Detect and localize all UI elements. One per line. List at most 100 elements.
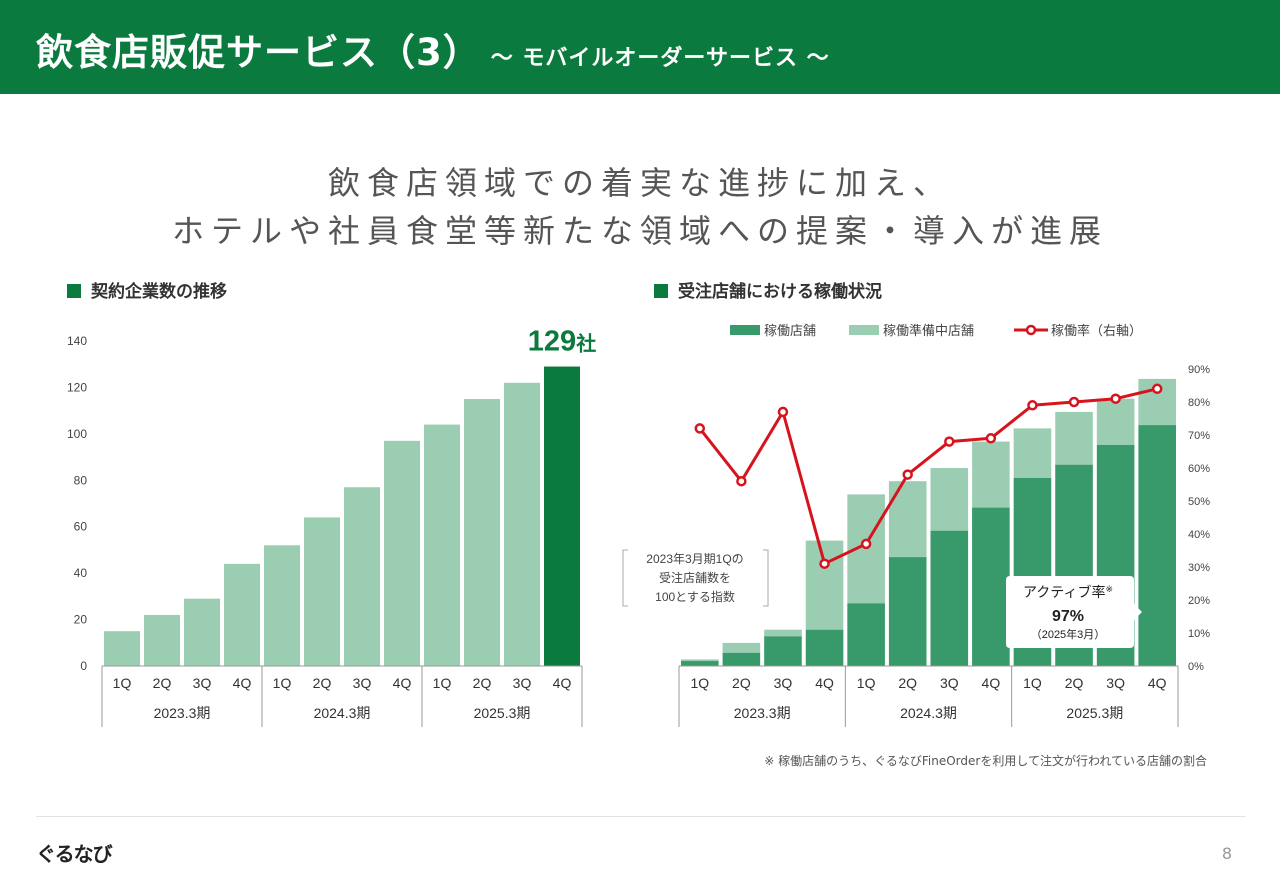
rate-point — [819, 558, 830, 569]
x-tick-label: 4Q — [1148, 675, 1167, 691]
bar — [464, 399, 500, 666]
bar — [384, 440, 420, 666]
x-tick-label: 4Q — [815, 675, 834, 691]
bar-preparing — [1055, 411, 1093, 465]
x-tick-label: 2Q — [732, 675, 751, 691]
bar-preparing — [681, 659, 719, 662]
y-tick-label: 20 — [74, 613, 88, 627]
y2-tick-label: 70% — [1188, 430, 1210, 442]
bar — [424, 424, 460, 666]
gurunavi-logo: ぐるなび — [36, 842, 113, 866]
bar-preparing — [1096, 398, 1135, 445]
bar-preparing — [805, 540, 844, 630]
page-number: 8 — [1221, 844, 1232, 863]
bar-preparing — [930, 468, 969, 531]
highlight-unit: 社 — [575, 332, 596, 356]
rate-point — [777, 406, 789, 418]
x-tick-label: 3Q — [353, 675, 372, 691]
left-chart-title: 契約企業数の推移 — [91, 282, 227, 302]
x-tick-label: 3Q — [1106, 675, 1125, 691]
y-tick-label: 40 — [74, 566, 88, 580]
bar — [544, 366, 580, 666]
y-tick-label: 0 — [80, 659, 87, 673]
y-tick-label: 80 — [74, 473, 88, 487]
x-tick-label: 2Q — [153, 675, 172, 691]
x-tick-label: 3Q — [774, 675, 793, 691]
rate-line — [698, 387, 1158, 566]
y2-tick-label: 60% — [1188, 463, 1210, 475]
x-tick-label: 3Q — [940, 675, 959, 691]
legend-label: 稼働率（右軸） — [1051, 323, 1142, 338]
legend-swatch-preparing — [849, 325, 879, 335]
bar-preparing — [972, 441, 1010, 508]
heading-square-icon — [67, 284, 81, 298]
rate-point — [985, 433, 997, 444]
bar — [184, 598, 220, 666]
bar-active — [972, 507, 1010, 666]
rate-point — [1110, 393, 1121, 404]
bar-active — [888, 557, 927, 666]
y2-tick-label: 30% — [1188, 562, 1210, 574]
left-chart-heading: 契約企業数の推移 — [67, 277, 227, 302]
rate-point — [1151, 383, 1163, 395]
bar-active — [681, 661, 719, 666]
note-bracket-left — [622, 549, 628, 607]
x-tick-label: 1Q — [690, 675, 709, 691]
y2-tick-label: 40% — [1188, 529, 1210, 541]
index-note-line: 100とする指数 — [655, 589, 735, 604]
y2-tick-label: 20% — [1188, 595, 1210, 607]
right-chart-heading: 受注店舗における稼働状況 — [654, 277, 882, 302]
footnote: ※ 稼働店舗のうち、ぐるなびFineOrderを利用して注文が行われている店舗の… — [764, 754, 1207, 768]
page-title-main: 飲食店販促サービス（3） — [36, 31, 481, 74]
y-tick-label: 100 — [67, 427, 87, 441]
active-rate-label: アクティブ率※ — [1023, 584, 1113, 600]
group-label: 2024.3期 — [900, 705, 957, 721]
bar — [264, 545, 300, 666]
x-tick-label: 4Q — [982, 675, 1001, 691]
bar-preparing — [764, 629, 802, 637]
x-tick-label: 1Q — [113, 675, 132, 691]
bar — [224, 563, 260, 666]
header-bar: 飲食店販促サービス（3） ～ モバイルオーダーサービス ～ — [0, 0, 1280, 94]
x-tick-label: 2Q — [1065, 675, 1084, 691]
x-tick-label: 1Q — [857, 675, 876, 691]
x-tick-label: 2Q — [898, 675, 917, 691]
active-rate-mark: ※ — [1105, 584, 1113, 594]
y2-tick-label: 80% — [1188, 397, 1210, 409]
index-note-line: 受注店舗数を — [659, 570, 731, 585]
y-tick-label: 120 — [67, 380, 87, 394]
y2-tick-label: 50% — [1188, 496, 1210, 508]
y2-tick-label: 90% — [1188, 364, 1210, 376]
legend-marker-rate — [1025, 324, 1037, 336]
group-label: 2025.3期 — [474, 705, 531, 721]
y2-tick-label: 0% — [1188, 661, 1204, 673]
bar-active — [764, 636, 802, 666]
bar-preparing — [722, 642, 761, 653]
legend-label: 稼働準備中店舗 — [883, 323, 974, 338]
bar — [104, 631, 140, 666]
bar — [344, 487, 380, 666]
y2-tick-label: 10% — [1188, 628, 1210, 640]
rate-point — [1027, 400, 1038, 411]
bar-preparing — [1013, 428, 1052, 478]
heading-square-icon — [654, 284, 668, 298]
rate-point — [860, 538, 872, 550]
footer-divider — [36, 816, 1246, 817]
bar-active — [722, 652, 761, 666]
active-rate-date: （2025年3月） — [1031, 627, 1106, 641]
rate-point — [902, 469, 913, 480]
headline-line-2: ホテルや社員食堂等新たな領域への提案・導入が進展 — [171, 212, 1108, 250]
y-tick-label: 60 — [74, 520, 88, 534]
note-bracket-right — [763, 549, 769, 607]
rate-point — [694, 423, 706, 434]
bar-active — [805, 629, 844, 666]
group-label: 2024.3期 — [314, 705, 371, 721]
x-tick-label: 3Q — [513, 675, 532, 691]
bar-active — [1138, 425, 1176, 666]
page-title: 飲食店販促サービス（3） ～ モバイルオーダーサービス ～ — [36, 22, 830, 76]
group-label: 2023.3期 — [734, 705, 791, 721]
y-tick-label: 140 — [67, 334, 87, 348]
x-tick-label: 1Q — [273, 675, 292, 691]
